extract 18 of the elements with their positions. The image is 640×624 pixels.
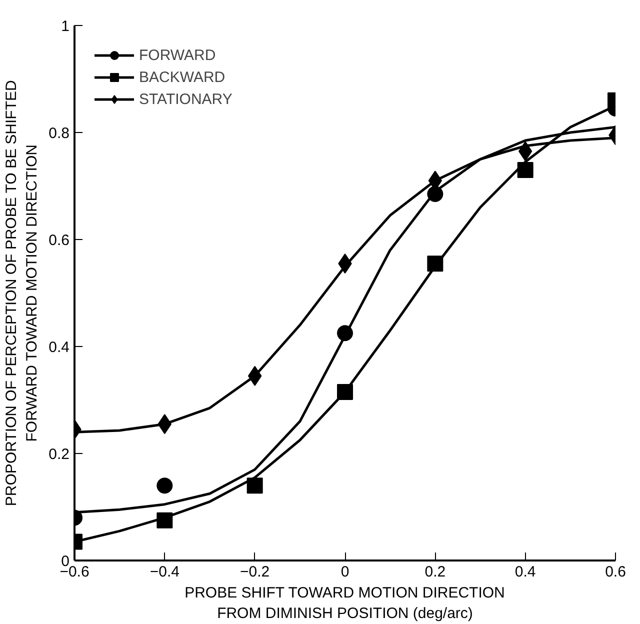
y-tick-label: 0.4 [48, 339, 70, 356]
y-tick-label: 0.2 [48, 446, 70, 463]
x-axis-title: PROBE SHIFT TOWARD MOTION DIRECTION FROM DIMINISH POSITION (deg/arc) [184, 584, 505, 622]
x-tick-label: 0.2 [424, 564, 446, 580]
x-tick-label: 0.4 [514, 564, 536, 580]
x-tick-label: 0 [340, 564, 350, 580]
y-tick-label: 1 [61, 18, 70, 35]
x-tick-label: −0.2 [240, 564, 270, 580]
y-tick-label: 0 [61, 553, 70, 570]
x-tick-label: 0.6 [605, 564, 626, 580]
legend-label: STATIONARY [139, 90, 232, 108]
legend-label: FORWARD [139, 46, 216, 64]
x-tick-label: −0.4 [150, 564, 180, 580]
point [246, 478, 263, 494]
legend-label: BACKWARD [139, 68, 226, 86]
y-tick-label: 0.6 [48, 232, 70, 249]
y-axis-title: PROPORTION OF PERCEPTION OF PROBE TO BE SHIFTED FORWARD TOWARD MOTION DIRECTION [3, 80, 41, 506]
y-tick-label: 0.8 [48, 125, 70, 142]
